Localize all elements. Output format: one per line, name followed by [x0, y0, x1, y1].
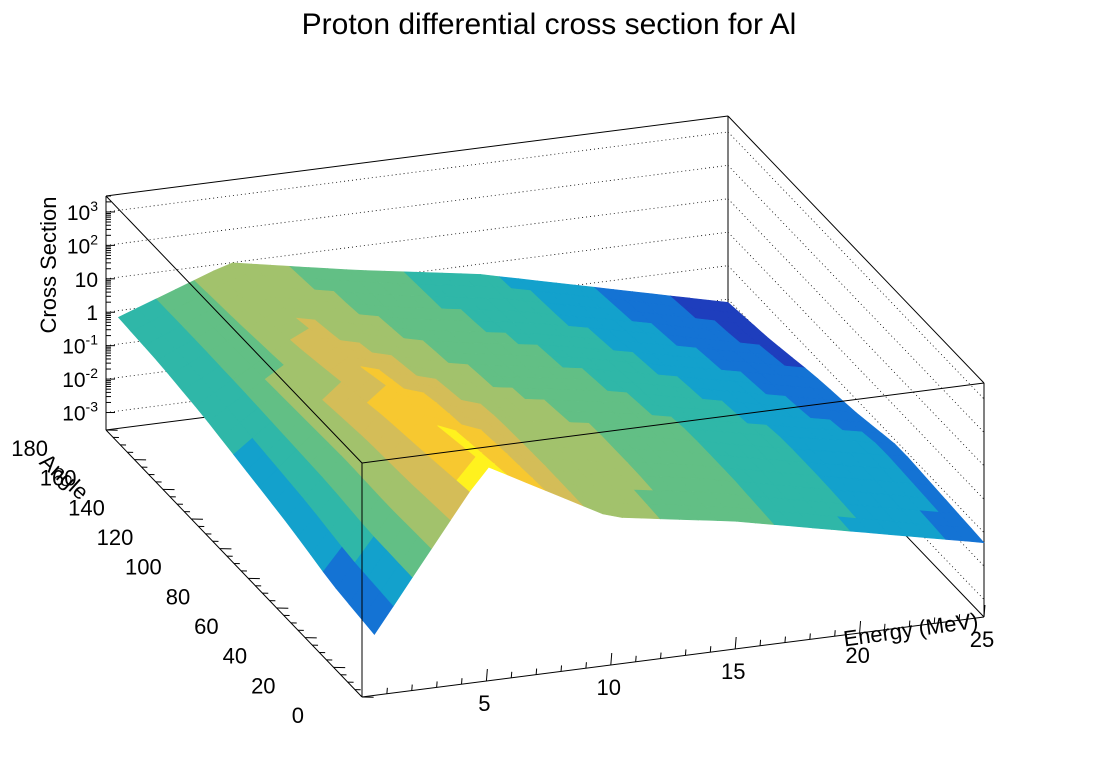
z-tick-label: 1 [86, 302, 98, 325]
angle-tick-label: 180 [11, 436, 48, 461]
z-axis-label: Cross Section [36, 197, 61, 334]
energy-tick [983, 604, 986, 618]
gridline [105, 131, 729, 213]
energy-tick [610, 652, 613, 666]
surface-cell [951, 526, 985, 544]
angle-tick-label: 20 [251, 673, 275, 698]
angle-tick-label: 80 [166, 584, 190, 609]
angle-tick-label: 40 [223, 644, 247, 669]
angle-tick-label: 140 [68, 495, 105, 520]
angle-tick-label: 60 [194, 614, 218, 639]
energy-tick-label: 20 [845, 643, 869, 668]
box-edge [361, 382, 985, 464]
angle-tick-label: 0 [292, 703, 304, 728]
z-tick-label: 10-3 [62, 399, 98, 426]
energy-tick-label: 25 [970, 627, 994, 652]
energy-axis-line [361, 616, 985, 698]
angle-tick-label: 120 [97, 525, 134, 550]
z-tick-label: 103 [67, 198, 98, 225]
energy-tick [734, 636, 737, 650]
angle-tick-label: 160 [40, 466, 77, 491]
energy-axis-label: Energy (MeV) [842, 608, 980, 652]
angle-tick-label: 100 [125, 555, 162, 580]
energy-tick [485, 668, 488, 682]
box-edge [105, 115, 729, 197]
gridline [727, 198, 985, 467]
z-tick-label: 10-2 [62, 365, 98, 392]
gridline [727, 165, 985, 433]
gridline [727, 131, 985, 400]
gridline [105, 198, 729, 280]
energy-tick-label: 10 [597, 675, 621, 700]
gridline [105, 164, 729, 246]
z-tick-label: 102 [67, 231, 98, 258]
box-edge [727, 115, 985, 384]
gridline [727, 231, 985, 500]
surface [117, 262, 985, 636]
box-edge [105, 195, 363, 464]
z-tick-label: 10-1 [62, 332, 98, 359]
energy-tick-label: 15 [721, 659, 745, 684]
energy-tick [859, 620, 862, 634]
energy-tick-label: 5 [478, 691, 490, 716]
z-tick-label: 10 [75, 269, 98, 292]
chart-title: Proton differential cross section for Al [301, 8, 797, 41]
